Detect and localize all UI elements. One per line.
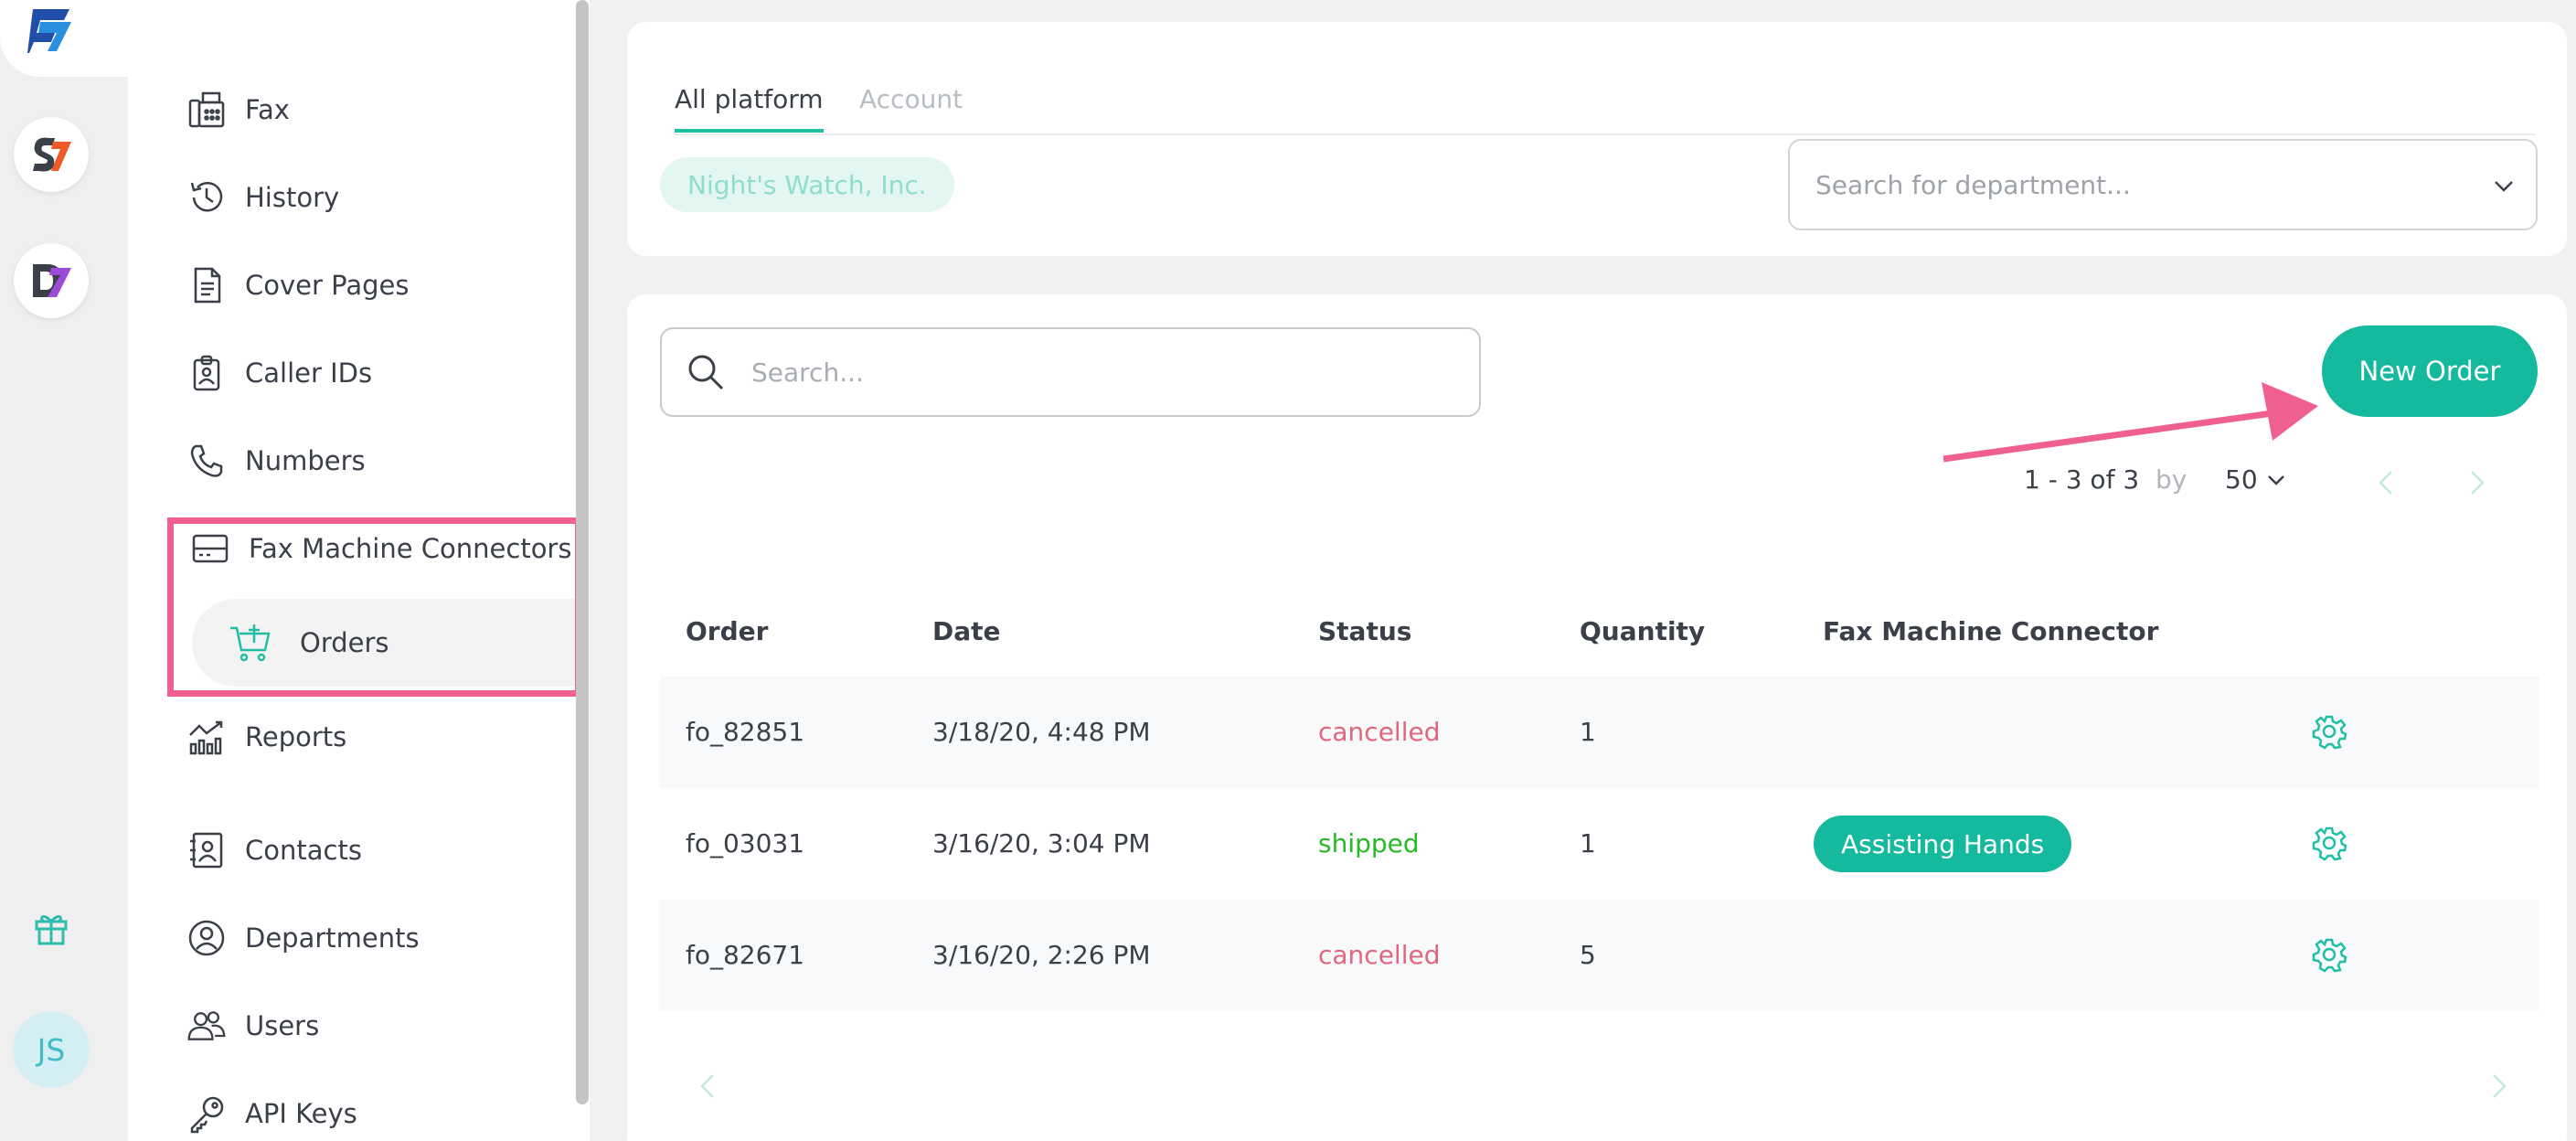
nav-item-api-keys[interactable]: API Keys [186, 1086, 357, 1141]
order-status: shipped [1318, 828, 1420, 858]
document-icon [186, 265, 227, 305]
chevron-down-icon [2267, 475, 2284, 485]
nav-item-label: Departments [245, 922, 420, 954]
docs-app-icon[interactable] [14, 243, 89, 318]
key-icon [186, 1093, 227, 1134]
fax-machine-icon [190, 528, 230, 569]
column-header-fax-machine-connector[interactable]: Fax Machine Connector [1823, 616, 2159, 646]
table-row[interactable]: fo_82671 3/16/20, 2:26 PM cancelled 5 [660, 900, 2539, 1011]
nav-item-label: Caller IDs [245, 357, 373, 389]
orders-card: New Order 1 - 3 of 3 by 50 Order Date St… [627, 294, 2567, 1141]
departments-icon [186, 918, 227, 958]
new-order-button[interactable]: New Order [2322, 325, 2538, 417]
next-page-icon[interactable] [2464, 466, 2490, 499]
signplus-app-icon[interactable] [14, 117, 89, 192]
tab-all-platform[interactable]: All platform [675, 84, 824, 133]
gear-icon[interactable] [2311, 825, 2347, 861]
nav-item-caller-ids[interactable]: Caller IDs [186, 346, 372, 400]
nav-item-label: API Keys [245, 1098, 357, 1129]
chevron-down-icon [2490, 172, 2517, 199]
order-id: fo_82671 [686, 940, 805, 970]
pagination-by-label: by [2156, 464, 2187, 495]
sidebar-scrollbar[interactable] [576, 0, 589, 1104]
footer-prev-page-icon[interactable] [697, 1070, 720, 1103]
column-header-order[interactable]: Order [686, 616, 769, 646]
nav-item-departments[interactable]: Departments [186, 911, 420, 965]
faxplus-logo[interactable] [0, 0, 128, 77]
gear-icon[interactable] [2311, 936, 2347, 973]
nav-item-users[interactable]: Users [186, 998, 319, 1053]
order-date: 3/16/20, 3:04 PM [932, 828, 1151, 858]
order-quantity: 5 [1580, 940, 1596, 970]
nav-item-label: Cover Pages [245, 270, 410, 301]
page-size-select[interactable]: 50 [2225, 464, 2287, 495]
order-date: 3/18/20, 4:48 PM [932, 717, 1151, 747]
search-icon [686, 352, 726, 392]
gear-icon[interactable] [2311, 713, 2347, 750]
nav-subitem-label: Orders [300, 627, 389, 658]
search-input[interactable] [751, 357, 1446, 388]
nav-item-contacts[interactable]: Contacts [186, 823, 362, 878]
pagination-range: 1 - 3 of 3 [2024, 464, 2140, 495]
nav-item-label: Fax [245, 94, 290, 125]
gift-icon[interactable] [31, 907, 71, 947]
contacts-icon [186, 830, 227, 870]
nav-subitem-orders[interactable]: Orders [192, 599, 585, 687]
cart-plus-icon [229, 621, 272, 665]
filter-card: All platform Account Night's Watch, Inc.… [627, 22, 2567, 256]
chart-icon [186, 717, 227, 757]
fax-icon [186, 90, 227, 130]
footer-next-page-icon[interactable] [2486, 1070, 2510, 1103]
nav-item-fax[interactable]: Fax [186, 82, 290, 137]
order-id: fo_82851 [686, 717, 805, 747]
department-select[interactable]: Search for department... [1788, 139, 2538, 230]
nav-item-fax-machine-connectors[interactable]: Fax Machine Connectors [190, 521, 571, 576]
nav-item-label: Reports [245, 721, 347, 752]
column-header-date[interactable]: Date [932, 616, 1001, 646]
table-row[interactable]: fo_03031 3/16/20, 3:04 PM shipped 1 Assi… [660, 788, 2539, 900]
tab-account[interactable]: Account [859, 84, 963, 114]
nav-item-numbers[interactable]: Numbers [186, 433, 366, 488]
nav-item-label: Users [245, 1010, 320, 1041]
phone-icon [186, 441, 227, 481]
annotation-arrow [1943, 382, 2318, 463]
nav-item-label: Fax Machine Connectors [249, 533, 572, 564]
order-status: cancelled [1318, 940, 1441, 970]
order-date: 3/16/20, 2:26 PM [932, 940, 1151, 970]
account-chip[interactable]: Night's Watch, Inc. [660, 157, 954, 212]
app-rail: JS [0, 0, 128, 1141]
column-header-status[interactable]: Status [1318, 616, 1412, 646]
order-quantity: 1 [1580, 828, 1596, 858]
nav-item-cover-pages[interactable]: Cover Pages [186, 258, 409, 313]
history-icon [186, 177, 227, 218]
order-status: cancelled [1318, 717, 1441, 747]
page-size-value: 50 [2225, 464, 2258, 495]
nav-item-history[interactable]: History [186, 170, 339, 225]
user-avatar[interactable]: JS [13, 1011, 90, 1088]
prev-page-icon[interactable] [2373, 466, 2399, 499]
column-header-quantity[interactable]: Quantity [1580, 616, 1706, 646]
nav-item-label: Numbers [245, 445, 366, 476]
connector-tag[interactable]: Assisting Hands [1814, 816, 2072, 872]
platform-tabs: All platform Account [675, 64, 2536, 135]
nav-sidebar: Fax History Cover Pages Caller IDs [128, 0, 590, 1141]
order-quantity: 1 [1580, 717, 1596, 747]
nav-item-label: History [245, 182, 340, 213]
id-badge-icon [186, 353, 227, 393]
order-id: fo_03031 [686, 828, 805, 858]
department-placeholder: Search for department... [1815, 169, 2131, 200]
nav-item-reports[interactable]: Reports [186, 709, 346, 764]
orders-search [660, 327, 1481, 417]
users-icon [186, 1006, 227, 1046]
nav-item-label: Contacts [245, 835, 362, 866]
faxplus-app-icon [27, 9, 71, 53]
table-row[interactable]: fo_82851 3/18/20, 4:48 PM cancelled 1 [660, 677, 2539, 788]
